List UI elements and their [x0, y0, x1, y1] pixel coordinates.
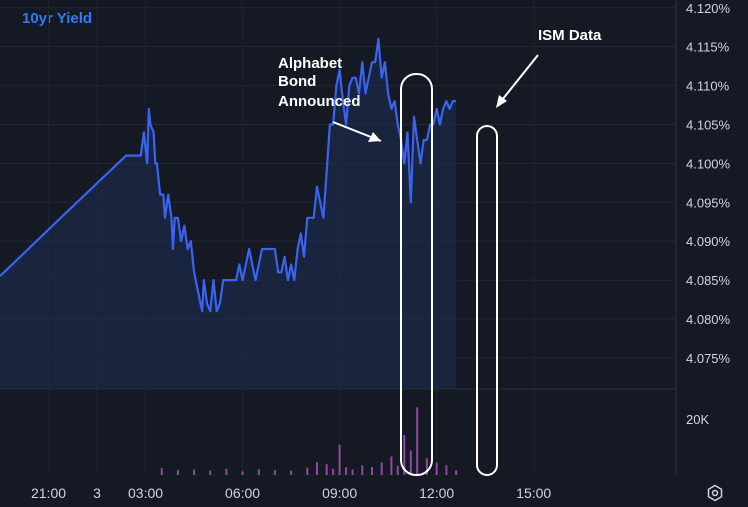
- volume-bar: [241, 471, 244, 475]
- x-tick-label: 3: [93, 485, 101, 501]
- y-tick-label: 4.085%: [686, 273, 731, 288]
- volume-bar: [325, 464, 328, 475]
- volume-bar: [425, 458, 428, 475]
- y-tick-label: 4.075%: [686, 351, 731, 366]
- x-tick-label: 12:00: [419, 485, 454, 501]
- volume-bar: [273, 470, 276, 475]
- volume-bar: [380, 462, 383, 475]
- volume-bar: [445, 465, 448, 475]
- volume-bar: [396, 465, 399, 475]
- x-axis-ticks: 21:00 3 03:00 06:00 09:00 12:00 15:00: [31, 485, 551, 501]
- x-tick-label: 21:00: [31, 485, 66, 501]
- annotation-alphabet-line3: Announced: [278, 93, 361, 110]
- volume-bar: [390, 456, 393, 475]
- chart-settings-icon[interactable]: [705, 484, 725, 502]
- volume-bar: [225, 468, 228, 475]
- annotation-ism: ISM Data: [476, 27, 602, 476]
- annotation-ism-highlight: [476, 125, 498, 476]
- x-tick-label: 03:00: [128, 485, 163, 501]
- annotation-ism-arrow: [497, 54, 539, 106]
- y-tick-label: 4.090%: [686, 234, 731, 249]
- annotation-alphabet-highlight: [400, 73, 433, 476]
- volume-bar: [409, 450, 412, 475]
- annotation-alphabet-line1: Alphabet: [278, 55, 342, 72]
- volume-bars: [160, 407, 458, 475]
- volume-bar: [455, 470, 458, 475]
- annotation-ism-arrowhead: [496, 95, 507, 108]
- annotation-alphabet-arrowhead: [368, 132, 381, 142]
- volume-bar: [209, 470, 212, 475]
- y-tick-label: 4.080%: [686, 312, 731, 327]
- volume-bar: [351, 469, 354, 475]
- y-tick-label: 4.115%: [686, 40, 730, 55]
- volume-bar: [160, 468, 163, 475]
- volume-bar: [176, 470, 179, 475]
- annotation-alphabet: Alphabet Bond Announced: [278, 55, 433, 476]
- volume-bar: [416, 407, 419, 475]
- volume-bar: [332, 468, 335, 475]
- volume-bar: [345, 467, 348, 475]
- volume-bar: [338, 444, 341, 475]
- y-tick-label: 4.095%: [686, 195, 731, 210]
- x-tick-label: 09:00: [322, 485, 357, 501]
- x-tick-label: 06:00: [225, 485, 260, 501]
- volume-bar: [306, 467, 309, 475]
- annotation-ism-text: ISM Data: [538, 27, 602, 44]
- y-axis-ticks: 4.120% 4.115% 4.110% 4.105% 4.100% 4.095% 4.09…: [686, 1, 731, 427]
- chart-title: 10yr Yield: [22, 10, 93, 27]
- volume-bar: [361, 465, 364, 475]
- volume-bar: [403, 435, 406, 475]
- x-tick-label: 15:00: [516, 485, 551, 501]
- volume-bar: [193, 469, 196, 475]
- y-tick-label: 4.120%: [686, 1, 731, 16]
- volume-tick-label: 20K: [686, 412, 709, 427]
- y-tick-label: 4.110%: [686, 79, 730, 94]
- y-tick-label: 4.100%: [686, 156, 731, 171]
- volume-bar: [371, 467, 373, 475]
- hexagon-gear-icon: [707, 484, 723, 502]
- volume-bar: [435, 462, 438, 475]
- annotation-alphabet-line2: Bond: [278, 73, 316, 90]
- volume-bar: [316, 462, 318, 475]
- volume-bar: [290, 470, 293, 475]
- volume-bar: [257, 469, 260, 475]
- y-tick-label: 4.105%: [686, 117, 731, 132]
